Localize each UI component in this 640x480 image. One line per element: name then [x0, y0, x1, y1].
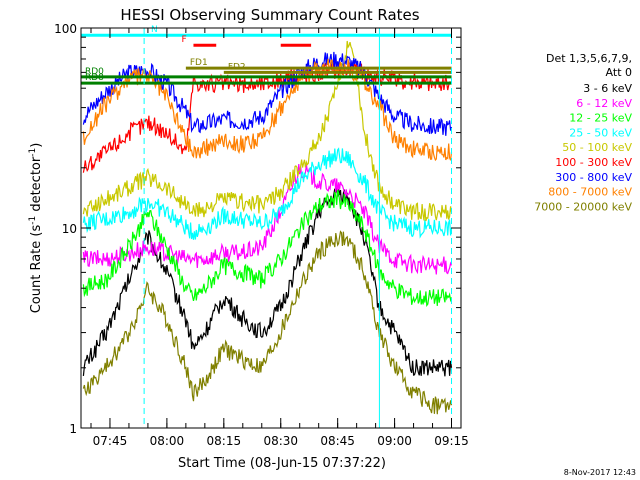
- series-line-8: [82, 230, 453, 415]
- flag-label-1: F: [181, 35, 186, 45]
- chart-title: HESSI Observing Summary Count Rates: [120, 6, 419, 24]
- y-axis-label-main: Count Rate (s: [29, 225, 44, 314]
- y-axis-label-sup1: -1: [28, 216, 38, 225]
- series-line-1: [82, 164, 453, 275]
- series-line-4: [82, 40, 453, 222]
- timestamp: 8-Nov-2017 12:43: [564, 468, 636, 477]
- legend-entry-3: 25 - 50 keV: [569, 126, 632, 139]
- y-tick-label-0: 1: [69, 422, 77, 436]
- x-tick-label-5: 09:00: [377, 434, 412, 448]
- legend-entry-6: 300 - 800 keV: [555, 171, 632, 184]
- x-tick-label-1: 08:00: [150, 434, 185, 448]
- y-axis-label-close: ): [29, 143, 44, 148]
- legend-entry-8: 7000 - 20000 keV: [534, 200, 632, 213]
- legend-entry-4: 50 - 100 keV: [562, 141, 632, 154]
- legend-entry-7: 800 - 7000 keV: [548, 186, 632, 199]
- x-tick-label-4: 08:45: [320, 434, 355, 448]
- series-line-2: [82, 189, 453, 308]
- legend-title-line-1: Det 1,3,5,6,7,9,: [546, 52, 632, 65]
- legend-title-line-2: Att 0: [606, 66, 632, 79]
- y-axis-label-sup2: -1: [28, 148, 38, 157]
- legend-entry-1: 6 - 12 keV: [576, 97, 632, 110]
- x-axis-label: Start Time (08-Jun-15 07:37:22): [178, 456, 386, 471]
- flag-label-6: RD8: [85, 73, 104, 83]
- legend-entry-5: 100 - 300 keV: [555, 156, 632, 169]
- x-tick-label-3: 08:30: [263, 434, 298, 448]
- x-tick-label-6: 09:15: [434, 434, 469, 448]
- flag-label-3: FD1: [190, 58, 208, 68]
- legend-entry-2: 12 - 25 keV: [569, 112, 632, 125]
- flag-label-5: RD0: [85, 67, 104, 77]
- y-axis-label: Count Rate (s-1 detector-1): [28, 143, 44, 314]
- x-tick-label-2: 08:15: [207, 434, 242, 448]
- series-line-0: [82, 186, 453, 377]
- series-line-7: [82, 58, 453, 162]
- flag-label-0: N: [151, 25, 158, 35]
- axis-layer: 1 10 100 07:45 08:00 08:15 08:30 08:45 09:00 09:1…: [54, 22, 469, 448]
- y-axis-label-mid: detector: [29, 156, 44, 216]
- flag-label-4: FD2: [228, 62, 246, 72]
- legend-entry-0: 3 - 6 keV: [583, 82, 632, 95]
- x-tick-label-0: 07:45: [93, 434, 128, 448]
- series-line-3: [82, 147, 453, 240]
- y-tick-label-2: 100: [54, 22, 77, 36]
- y-tick-label-1: 10: [62, 222, 77, 236]
